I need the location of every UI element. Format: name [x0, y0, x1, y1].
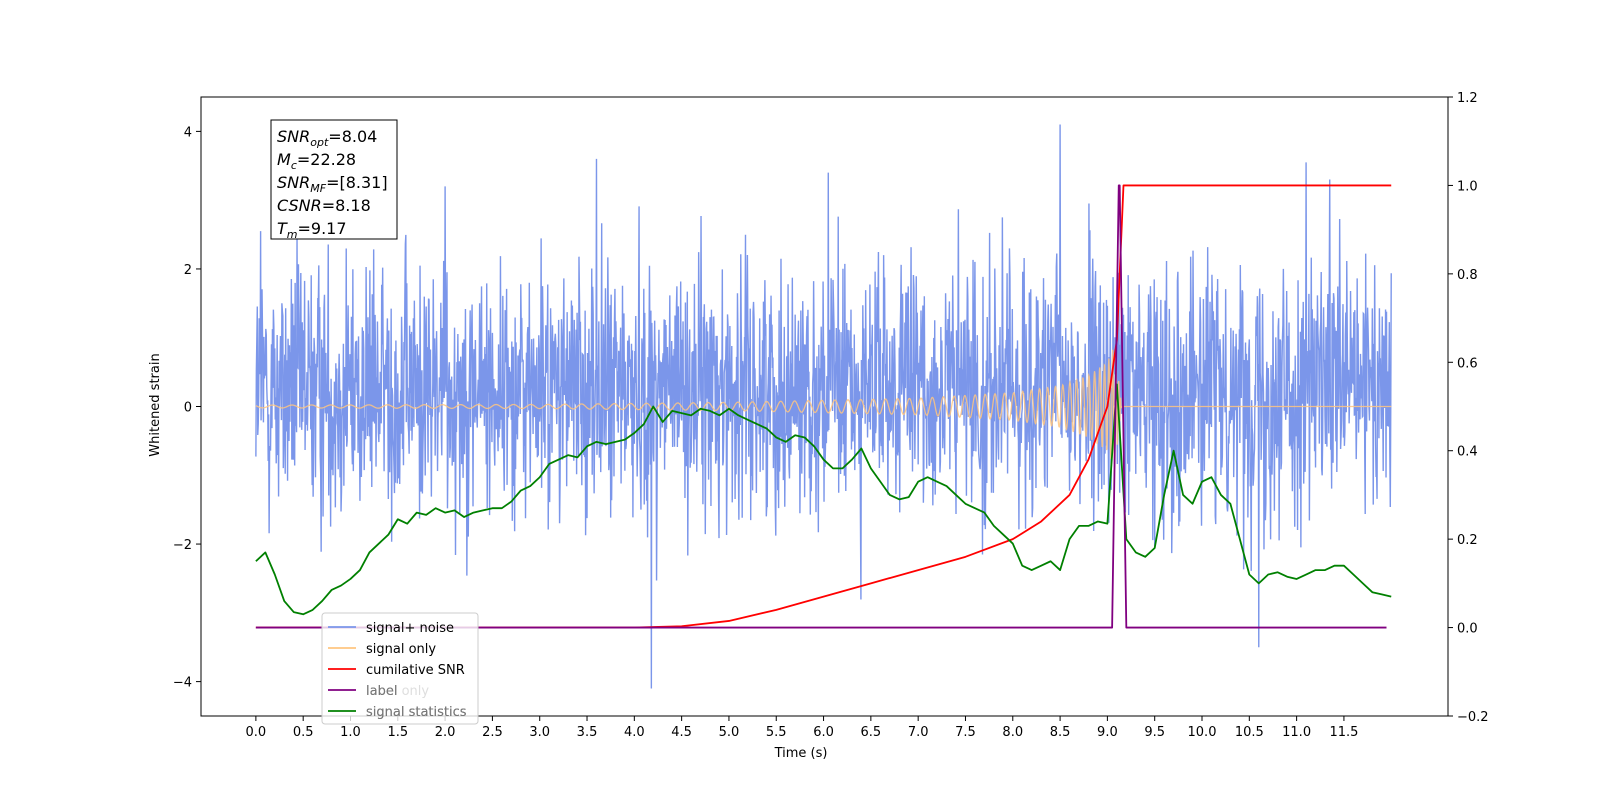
x-tick-label: 9.0	[1097, 725, 1118, 740]
x-tick-label: 5.5	[766, 725, 787, 740]
legend-label: signal only	[366, 642, 436, 657]
x-tick-label: 4.5	[671, 725, 692, 740]
y-left-tick-label: 0	[184, 401, 192, 416]
stats-line: SNRMF=[8.31]	[277, 173, 388, 195]
x-tick-label: 0.5	[293, 725, 314, 740]
x-tick-label: 8.0	[1002, 725, 1023, 740]
legend-occluded-label: signal statistics	[366, 705, 467, 720]
signal-only-series	[255, 349, 1392, 464]
x-tick-label: 2.0	[435, 725, 456, 740]
signal-noise-line	[255, 124, 1392, 689]
y-right-tick-label: 0.2	[1457, 533, 1478, 548]
x-tick-label: 6.0	[813, 725, 834, 740]
stats-line: CSNR=8.18	[277, 196, 371, 215]
y-left-tick-label: −4	[173, 676, 192, 691]
signal-noise-series	[255, 124, 1392, 689]
stats-line: SNRopt=8.04	[277, 127, 377, 149]
x-tick-label: 10.0	[1188, 725, 1217, 740]
x-tick-label: 10.5	[1235, 725, 1264, 740]
y-left-tick-label: 4	[184, 125, 192, 140]
stats-lines: SNRopt=8.04Mc=22.28SNRMF=[8.31]CSNR=8.18…	[277, 127, 388, 241]
x-tick-label: 9.5	[1144, 725, 1165, 740]
x-tick-label: 3.5	[577, 725, 598, 740]
stats-box: SNRopt=8.04Mc=22.28SNRMF=[8.31]CSNR=8.18…	[270, 119, 398, 241]
y-left-tick-label: −2	[173, 538, 192, 553]
legend-label: signal+ noise	[366, 621, 454, 636]
legend-entries: signal+ noise signal only cumilative SNR la…	[328, 621, 467, 720]
x-tick-label: 7.5	[955, 725, 976, 740]
x-tick-label: 3.0	[529, 725, 550, 740]
tick-labels: 0.0 0.5 1.0 1.5 2.0 2.5 3.0 3.5 4.0 4.5 5.0 5.5 6.0 6…	[173, 91, 1489, 740]
y-right-tick-label: 0.4	[1457, 445, 1478, 460]
y-axis-label: Whitened strain	[148, 353, 163, 456]
signal-statistics-line	[255, 383, 1392, 616]
x-tick-label: 11.0	[1282, 725, 1311, 740]
stats-line: Tm=9.17	[277, 219, 347, 241]
y-right-tick-label: −0.2	[1457, 710, 1489, 725]
x-tick-label: 2.5	[482, 725, 503, 740]
x-tick-label: 0.0	[246, 725, 267, 740]
x-tick-label: 1.5	[387, 725, 408, 740]
x-tick-label: 4.0	[624, 725, 645, 740]
line-series-group	[255, 184, 1392, 629]
x-tick-label: 1.0	[340, 725, 361, 740]
y-right-tick-label: 0.0	[1457, 622, 1478, 637]
legend: signal+ noise signal only cumilative SNR la…	[321, 612, 479, 725]
x-axis-label: Time (s)	[774, 746, 828, 761]
y-right-tick-label: 0.8	[1457, 268, 1478, 283]
y-left-tick-label: 2	[184, 263, 192, 278]
legend-label: label	[366, 684, 397, 699]
x-tick-label: 5.0	[719, 725, 740, 740]
label-line	[255, 184, 1387, 629]
signal-only-line	[255, 349, 1392, 464]
legend-label: cumilative SNR	[366, 663, 465, 678]
x-tick-label: 8.5	[1050, 725, 1071, 740]
stats-box-frame	[270, 119, 398, 240]
stats-line: Mc=22.28	[277, 150, 356, 172]
x-tick-label: 7.0	[908, 725, 929, 740]
x-tick-label: 11.5	[1329, 725, 1358, 740]
legend-occluded-label: label only	[366, 684, 429, 699]
y-right-tick-label: 0.6	[1457, 356, 1478, 371]
y-right-tick-label: 1.2	[1457, 91, 1478, 106]
y-right-tick-label: 1.0	[1457, 179, 1478, 194]
legend-label: signal statistics	[366, 705, 467, 720]
x-tick-label: 6.5	[861, 725, 882, 740]
legend-frame	[321, 612, 479, 725]
